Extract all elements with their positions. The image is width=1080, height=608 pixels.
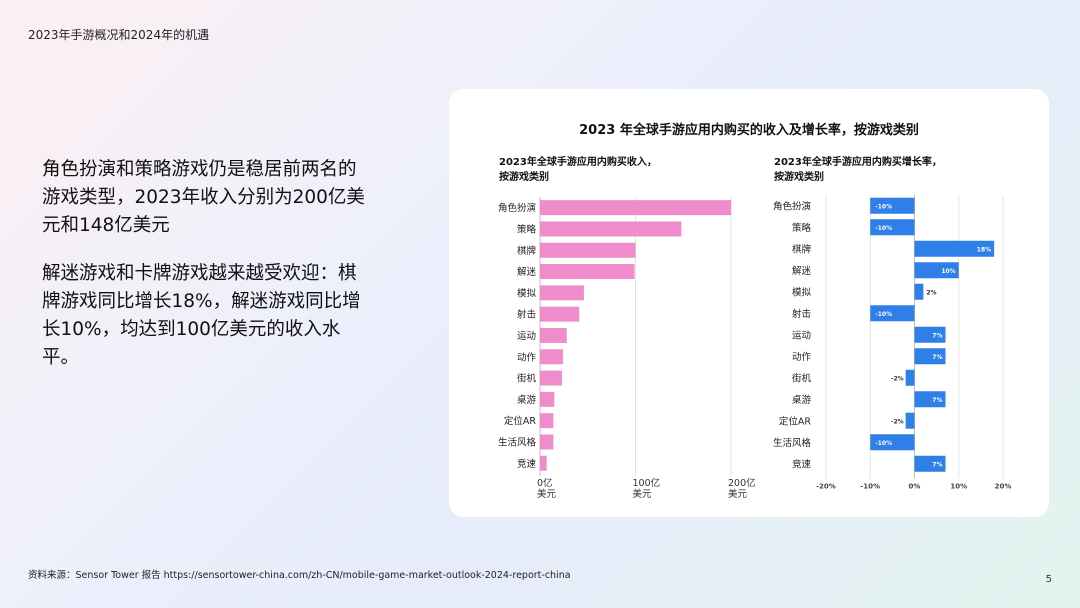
chart-card-title: 2023 年全球手游应用内购买的收入及增长率，按游戏类别 xyxy=(579,123,919,138)
growth-category-label: 桌游 xyxy=(792,394,812,406)
growth-data-label: 7% xyxy=(932,397,942,404)
growth-bar xyxy=(914,391,946,408)
growth-data-label: 7% xyxy=(932,332,942,339)
revenue-bar xyxy=(540,264,635,280)
revenue-category-label: 生活风格 xyxy=(498,436,537,448)
growth-bar xyxy=(905,412,915,429)
growth-category-label: 竞速 xyxy=(792,458,812,470)
revenue-bar xyxy=(540,327,567,343)
growth-data-label: 10% xyxy=(941,268,955,275)
growth-tick-label: -10% xyxy=(860,483,880,491)
revenue-category-label: 动作 xyxy=(517,351,537,363)
growth-bar xyxy=(870,434,915,451)
revenue-category-label: 运动 xyxy=(517,331,536,342)
growth-category-label: 棋牌 xyxy=(792,243,812,255)
revenue-category-label: 射击 xyxy=(517,309,536,321)
revenue-category-label: 街机 xyxy=(517,373,537,385)
growth-bar xyxy=(914,455,946,472)
growth-chart-title-line1: 2023年全球手游应用内购买增长率， xyxy=(774,157,942,168)
revenue-bar xyxy=(540,413,554,429)
revenue-tick-unit: 美元 xyxy=(728,488,748,500)
growth-data-label: -10% xyxy=(875,203,892,210)
growth-tick-label: 10% xyxy=(950,483,967,491)
revenue-bar xyxy=(540,370,562,386)
growth-data-label: -10% xyxy=(875,225,892,232)
chart-card: 2023 年全球手游应用内购买的收入及增长率，按游戏类别 2023年全球手游应用… xyxy=(449,89,1049,517)
revenue-bar xyxy=(540,200,731,216)
growth-bar xyxy=(914,326,946,343)
revenue-bar xyxy=(540,391,555,407)
growth-data-label: 7% xyxy=(932,461,942,468)
growth-category-label: 动作 xyxy=(792,351,812,363)
revenue-chart-title-line2: 按游戏类别 xyxy=(499,172,549,183)
body-text: 角色扮演和策略游戏仍是稳居前两名的游戏类型，2023年收入分别为200亿美元和1… xyxy=(42,156,372,392)
revenue-tick-unit: 美元 xyxy=(633,488,653,500)
growth-data-label: 18% xyxy=(977,246,991,253)
growth-category-label: 生活风格 xyxy=(773,437,812,449)
growth-bar xyxy=(914,240,995,257)
revenue-category-label: 角色扮演 xyxy=(498,202,536,214)
growth-data-label: -2% xyxy=(891,375,904,382)
growth-bar xyxy=(905,369,915,386)
growth-category-label: 解迷 xyxy=(792,265,812,277)
growth-tick-label: -20% xyxy=(816,483,836,491)
paragraph-1: 角色扮演和策略游戏仍是稳居前两名的游戏类型，2023年收入分别为200亿美元和1… xyxy=(42,159,365,236)
source-footnote: 资料来源：Sensor Tower 报告 https://sensortower… xyxy=(28,570,571,581)
revenue-category-label: 定位AR xyxy=(504,415,536,427)
growth-bar xyxy=(870,197,915,214)
revenue-bar xyxy=(540,242,636,258)
revenue-bar xyxy=(540,455,547,471)
page-header: 2023年手游概况和2024年的机遇 xyxy=(28,28,210,42)
revenue-category-label: 桌游 xyxy=(517,394,537,406)
revenue-bar xyxy=(540,221,682,237)
growth-data-label: -2% xyxy=(891,418,904,425)
growth-category-label: 角色扮演 xyxy=(773,200,811,212)
growth-category-label: 定位AR xyxy=(779,415,811,427)
revenue-category-label: 竞速 xyxy=(517,458,537,470)
revenue-category-label: 解迷 xyxy=(517,266,537,278)
growth-data-label: -10% xyxy=(875,440,892,447)
growth-tick-label: 20% xyxy=(995,483,1012,491)
revenue-tick-label: 100亿 xyxy=(633,477,661,489)
revenue-bar-chart: 角色扮演策略棋牌解迷模拟射击运动动作街机桌游定位AR生活风格竞速0亿美元100亿… xyxy=(498,197,756,500)
growth-bar xyxy=(870,305,915,322)
revenue-category-label: 模拟 xyxy=(517,287,537,299)
revenue-tick-label: 0亿 xyxy=(537,477,553,489)
revenue-bar xyxy=(540,306,580,322)
growth-bar xyxy=(914,348,946,365)
growth-bar xyxy=(870,219,915,236)
growth-data-label: -10% xyxy=(875,311,892,318)
growth-category-label: 模拟 xyxy=(792,286,812,298)
revenue-bar xyxy=(540,349,563,365)
growth-data-label: 2% xyxy=(926,289,936,296)
revenue-category-label: 策略 xyxy=(517,223,537,235)
revenue-category-label: 棋牌 xyxy=(517,245,537,257)
revenue-chart-title: 2023年全球手游应用内购买收入， 按游戏类别 xyxy=(499,155,657,185)
growth-category-label: 策略 xyxy=(792,222,812,234)
paragraph-2: 解迷游戏和卡牌游戏越来越受欢迎：棋牌游戏同比增长18%，解迷游戏同比增长10%，… xyxy=(42,263,361,368)
growth-chart-title-line2: 按游戏类别 xyxy=(774,172,824,183)
revenue-bar xyxy=(540,285,584,301)
growth-category-label: 运动 xyxy=(792,330,811,341)
revenue-tick-label: 200亿 xyxy=(728,477,756,489)
growth-category-label: 射击 xyxy=(792,308,811,320)
growth-chart-title: 2023年全球手游应用内购买增长率， 按游戏类别 xyxy=(774,155,942,185)
page-number: 5 xyxy=(1045,574,1052,585)
revenue-bar xyxy=(540,434,554,450)
growth-bar xyxy=(914,262,959,279)
growth-bar xyxy=(914,283,924,300)
growth-category-label: 街机 xyxy=(792,372,812,384)
revenue-tick-unit: 美元 xyxy=(537,488,557,500)
growth-bar-chart: 角色扮演 -10% 策略 -10% 棋牌 18% 解迷 10% 模拟 2% 射击 -10% 运动 7% 动作… xyxy=(773,195,1012,491)
revenue-chart-title-line1: 2023年全球手游应用内购买收入， xyxy=(499,157,657,168)
growth-data-label: 7% xyxy=(932,354,942,361)
growth-tick-label: 0% xyxy=(909,483,921,491)
